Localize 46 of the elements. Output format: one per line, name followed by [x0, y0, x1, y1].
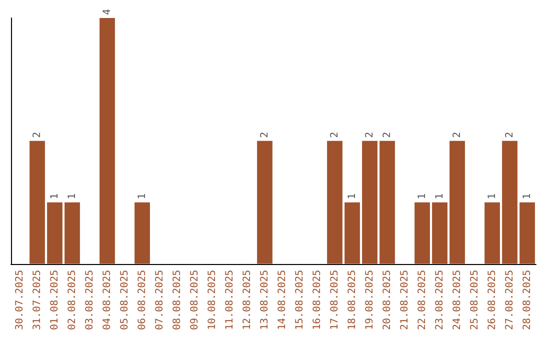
x-tick-label: 11.08.2025 [224, 270, 236, 330]
x-tick-label: 14.08.2025 [276, 270, 288, 330]
x-tick-label: 30.07.2025 [14, 270, 26, 330]
data-label: 2 [452, 132, 463, 138]
data-label: 1 [416, 193, 428, 200]
data-label: 1 [136, 193, 148, 200]
x-tick-label: 27.08.2025 [504, 270, 516, 330]
data-label: 2 [329, 132, 340, 138]
x-tick-label: 07.08.2025 [154, 270, 166, 330]
data-label: 2 [32, 132, 43, 138]
x-tick-label: 08.08.2025 [172, 270, 183, 330]
x-tick-label: 16.08.2025 [312, 270, 323, 330]
x-tick-label: 17.08.2025 [329, 270, 340, 330]
x-tick-label: 19.08.2025 [364, 270, 376, 330]
data-label: 2 [364, 132, 376, 138]
x-tick-label: 15.08.2025 [294, 270, 306, 330]
x-tick-label: 25.08.2025 [469, 270, 480, 330]
data-label: 4 [102, 8, 113, 15]
x-tick-label: 20.08.2025 [382, 270, 393, 330]
x-tick-label: 31.07.2025 [32, 270, 43, 330]
data-label: 1 [486, 193, 498, 200]
x-tick-label: 05.08.2025 [119, 270, 130, 330]
x-tick-label: 06.08.2025 [136, 270, 148, 330]
x-tick-label: 24.08.2025 [452, 270, 463, 330]
x-tick-label: 18.08.2025 [346, 270, 358, 330]
data-label: 2 [382, 132, 393, 138]
x-tick-label: 02.08.2025 [66, 270, 78, 330]
data-label: 1 [346, 193, 358, 200]
data-label: 1 [49, 193, 60, 200]
x-tick-label: 09.08.2025 [189, 270, 200, 330]
x-tick-label: 22.08.2025 [416, 270, 428, 330]
data-label: 1 [66, 193, 78, 200]
x-tick-label: 21.08.2025 [399, 270, 410, 330]
x-tick-label: 04.08.2025 [102, 270, 113, 330]
data-label: 2 [259, 132, 270, 138]
x-tick-label: 03.08.2025 [84, 270, 96, 330]
x-tick-label: 01.08.2025 [49, 270, 60, 330]
x-tick-label: 13.08.2025 [259, 270, 270, 330]
data-label: 2 [504, 132, 516, 138]
data-label: 1 [522, 193, 533, 200]
x-tick-label: 26.08.2025 [486, 270, 498, 330]
x-tick-label: 23.08.2025 [434, 270, 446, 330]
x-tick-label: 28.08.2025 [522, 270, 533, 330]
data-label: 1 [434, 193, 446, 200]
x-tick-label: 10.08.2025 [206, 270, 218, 330]
x-tick-label: 12.08.2025 [242, 270, 253, 330]
